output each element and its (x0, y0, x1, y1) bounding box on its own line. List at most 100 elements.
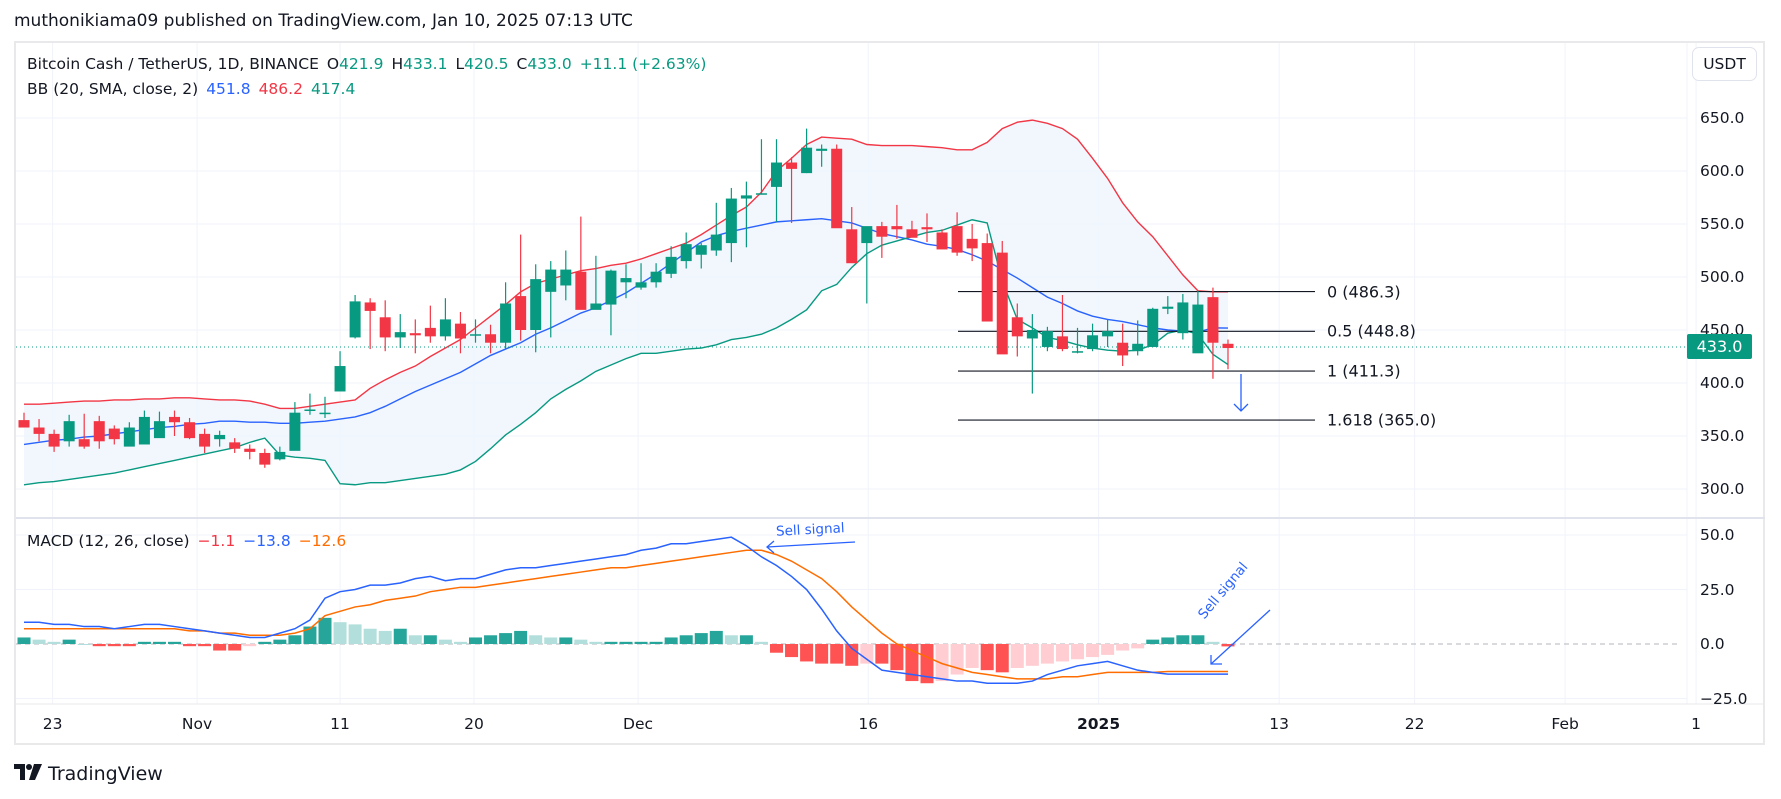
candle-body (364, 302, 376, 311)
candle-body (1026, 330, 1038, 339)
candle-body (123, 427, 135, 447)
candle-body (439, 319, 451, 337)
candle (876, 221, 888, 258)
time-tick-label: 16 (858, 715, 879, 733)
candle-body (394, 332, 406, 338)
histogram-bar (845, 644, 859, 666)
candle (1162, 296, 1174, 315)
histogram-bar (770, 644, 783, 653)
histogram-bar (679, 635, 693, 644)
bb-label: BB (20, SMA, close, 2) (27, 80, 199, 98)
candle (545, 261, 557, 338)
candle-body (936, 232, 948, 250)
candle-body (861, 226, 873, 244)
candle (379, 300, 391, 352)
candle-body (635, 282, 647, 288)
candle (138, 410, 150, 445)
candle (1117, 323, 1129, 367)
histogram-bar (1101, 644, 1115, 655)
candle-body (108, 428, 120, 440)
histogram-bar (1131, 644, 1145, 649)
macd-signal-value: −12.6 (298, 532, 347, 550)
candle (1072, 327, 1083, 354)
histogram-bar (484, 635, 498, 644)
tradingview-brand[interactable]: TradingView (14, 763, 163, 785)
currency-button[interactable]: USDT (1692, 47, 1757, 81)
bb-upper-line (24, 119, 1228, 410)
candle (831, 144, 843, 229)
histogram-bar (995, 644, 1009, 673)
change-value: +11.1 (+2.63%) (579, 55, 707, 73)
candle-body (695, 245, 707, 255)
macd-histogram (17, 617, 1235, 684)
candle-body (876, 226, 888, 237)
histogram-bar (724, 635, 738, 644)
candle (771, 139, 782, 222)
histogram-bar (1086, 644, 1100, 658)
price-tick-label: 400.0 (1700, 374, 1745, 392)
candle (725, 187, 737, 263)
sell-signal-arrow-2-head (1210, 655, 1222, 665)
time-tick-label: 1 (1691, 715, 1701, 733)
candle (996, 240, 1008, 355)
candle (891, 204, 903, 239)
candle (439, 298, 451, 341)
candle (981, 233, 993, 322)
candle-body (575, 271, 587, 310)
candle-body (680, 244, 692, 262)
price-tick-label: 550.0 (1700, 215, 1745, 233)
histogram-bar (875, 644, 889, 664)
fib-level-label: 0.5 (448.8) (1327, 321, 1416, 341)
candle-body (93, 421, 105, 442)
candle-body (78, 439, 90, 447)
histogram-bar (1071, 644, 1084, 660)
histogram-bar (408, 635, 422, 644)
macd-label: MACD (12, 26, close) (27, 532, 190, 550)
bb-lower-line (23, 219, 1229, 486)
histogram-bar (499, 633, 513, 644)
candle-body (846, 229, 858, 264)
candle (1056, 295, 1068, 352)
histogram-bar (32, 639, 46, 644)
candle (1192, 290, 1204, 354)
candle (33, 419, 45, 442)
histogram-bar (574, 639, 588, 644)
candle (485, 324, 497, 354)
histogram-bar (694, 633, 708, 644)
histogram-bar (213, 644, 227, 651)
histogram-bar (815, 644, 829, 664)
candle-body (665, 256, 677, 274)
candle-body (816, 148, 828, 151)
candle-body (259, 452, 271, 465)
bb-basis-value: 451.8 (206, 80, 251, 98)
candle-body (590, 303, 602, 310)
candle (740, 181, 752, 248)
candle (590, 255, 602, 310)
histogram-bar (258, 641, 272, 644)
price-tick-label: 600.0 (1700, 162, 1745, 180)
histogram-bar (1055, 644, 1069, 662)
histogram-bar (559, 637, 573, 644)
candle (1041, 326, 1053, 352)
histogram-bar (514, 630, 528, 644)
brand-name: TradingView (48, 763, 163, 785)
candle-body (1222, 343, 1234, 349)
histogram-bar (47, 641, 61, 644)
histogram-bar (935, 644, 949, 682)
histogram-bar (529, 635, 543, 644)
publisher-line: muthonikiama09 published on TradingView.… (14, 11, 633, 31)
time-tick-label: 20 (464, 715, 484, 733)
candle-body (981, 243, 993, 322)
candle-body (424, 327, 436, 337)
histogram-bar (754, 641, 768, 644)
candle-body (229, 442, 241, 449)
candle (259, 448, 271, 468)
candle-body (470, 334, 481, 336)
candle-body (289, 412, 301, 451)
histogram-bar (137, 641, 151, 644)
candle-body (1117, 342, 1129, 356)
histogram-bar (739, 635, 753, 644)
candle (665, 246, 677, 279)
candle-body (244, 448, 256, 452)
